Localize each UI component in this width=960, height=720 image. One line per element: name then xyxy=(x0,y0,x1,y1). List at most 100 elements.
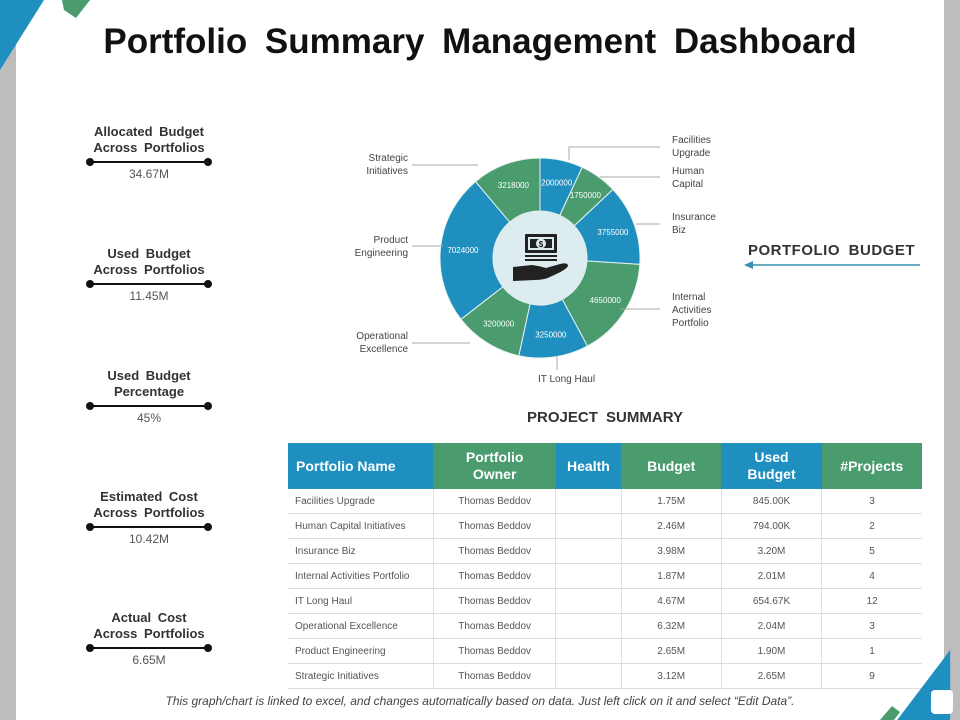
kpi-label: Actual Cost Across Portfolios xyxy=(93,610,205,641)
kpi-label: Estimated Cost Across Portfolios xyxy=(93,489,205,520)
table-cell: 6.32M xyxy=(621,613,722,639)
kpi-value: 6.65M xyxy=(132,653,166,667)
table-row[interactable]: Human Capital Initiatives Thomas Beddov 2.… xyxy=(288,513,922,539)
kpi-divider xyxy=(86,280,212,288)
slice-value-label: 1750000 xyxy=(570,191,602,200)
table-cell: Thomas Beddov xyxy=(433,588,557,614)
table-cell: Thomas Beddov xyxy=(433,563,557,589)
table-cell: Thomas Beddov xyxy=(433,613,557,639)
table-cell: Thomas Beddov xyxy=(433,638,557,664)
table-row[interactable]: Facilities Upgrade Thomas Beddov 1.75M 845.… xyxy=(288,489,922,514)
table-cell: Facilities Upgrade xyxy=(288,489,434,514)
table-cell: Thomas Beddov xyxy=(433,538,557,564)
col-header-used-budget[interactable]: Used Budget xyxy=(721,443,822,489)
table-cell: 4 xyxy=(821,563,922,589)
col-header-portfolio-owner[interactable]: Portfolio Owner xyxy=(433,443,556,489)
table-cell xyxy=(555,613,622,639)
kpi-used-budget: Used Budget Across Portfolios 11.45M xyxy=(86,246,212,303)
left-frame-border xyxy=(0,0,16,720)
page-title: Portfolio Summary Management Dashboard xyxy=(103,22,857,61)
slice-value-label: 3250000 xyxy=(535,331,567,340)
corner-decoration-top-left xyxy=(0,0,90,70)
table-row[interactable]: Strategic Initiatives Thomas Beddov 3.12M 2… xyxy=(288,663,922,689)
table-cell: 2.04M xyxy=(721,613,823,639)
table-cell: 1.75M xyxy=(621,489,722,514)
table-cell xyxy=(555,538,622,564)
table-cell: 3 xyxy=(821,489,922,514)
table-row[interactable]: Operational Excellence Thomas Beddov 6.32M… xyxy=(288,613,922,639)
col-header-projects[interactable]: #Projects xyxy=(821,443,922,489)
table-cell: 2.01M xyxy=(721,563,823,589)
table-row[interactable]: Internal Activities Portfolio Thomas Bedd… xyxy=(288,563,922,589)
table-cell: 1 xyxy=(821,638,922,664)
table-cell: Human Capital Initiatives xyxy=(288,513,434,539)
kpi-value: 45% xyxy=(136,411,162,425)
slice-value-label: 3200000 xyxy=(483,320,515,329)
table-row[interactable]: IT Long Haul Thomas Beddov 4.67M 654.67K 12 xyxy=(288,588,922,614)
pie-label-insurance-biz: Insurance Biz xyxy=(672,212,716,236)
donut-center xyxy=(493,211,587,305)
table-cell: 3.98M xyxy=(621,538,722,564)
portfolio-budget-title: PORTFOLIO BUDGET xyxy=(748,242,915,259)
portfolio-budget-donut-chart[interactable]: 2000000 1750000 3755000 4650000 3250000 32000… xyxy=(0,0,960,400)
kpi-estimated-cost: Estimated Cost Across Portfolios 10.42M xyxy=(86,489,212,546)
pie-label-internal-activities: Internal Activities Portfolio xyxy=(672,292,712,329)
table-cell xyxy=(555,513,622,539)
table-cell xyxy=(555,563,622,589)
table-header-row: Portfolio Name Portfolio Owner Health Bud… xyxy=(288,443,922,489)
table-cell: Insurance Biz xyxy=(288,538,434,564)
table-cell xyxy=(555,588,622,614)
table-cell: 5 xyxy=(821,538,922,564)
table-cell: 12 xyxy=(821,588,922,614)
table-cell: 654.67K xyxy=(721,588,823,614)
table-cell: 2.46M xyxy=(621,513,722,539)
footnote: This graph/chart is linked to excel, and… xyxy=(165,694,795,708)
pie-label-product-engineering: Product Engineering xyxy=(354,235,408,259)
pie-label-facilities-upgrade: Facilities Upgrade xyxy=(672,135,711,159)
kpi-allocated-budget: Allocated Budget Across Portfolios 34.67M xyxy=(86,124,212,181)
kpi-divider xyxy=(86,523,212,531)
kpi-label: Used Budget Across Portfolios xyxy=(93,246,205,277)
kpi-divider xyxy=(86,158,212,166)
table-row[interactable]: Product Engineering Thomas Beddov 2.65M 1.9… xyxy=(288,638,922,664)
svg-text:$: $ xyxy=(539,240,544,249)
kpi-used-budget-percentage: Used Budget Percentage 45% xyxy=(86,368,212,425)
slice-value-label: 3755000 xyxy=(597,228,629,237)
col-header-health[interactable]: Health xyxy=(555,443,622,489)
table-cell: 1.90M xyxy=(721,638,823,664)
kpi-label: Used Budget Percentage xyxy=(107,368,191,399)
table-cell: Product Engineering xyxy=(288,638,434,664)
pie-label-operational-excellence: Operational Excellence xyxy=(356,331,408,355)
kpi-label: Allocated Budget Across Portfolios xyxy=(93,124,205,155)
table-cell: 845.00K xyxy=(721,489,823,514)
table-cell: Thomas Beddov xyxy=(433,513,557,539)
kpi-actual-cost: Actual Cost Across Portfolios 6.65M xyxy=(86,610,212,667)
slide-action-button[interactable] xyxy=(931,690,953,714)
table-cell xyxy=(555,638,622,664)
table-cell: 9 xyxy=(821,663,922,689)
project-summary-title: PROJECT SUMMARY xyxy=(527,409,683,426)
slice-value-label: 3218000 xyxy=(498,181,530,190)
leader-lines xyxy=(412,146,660,370)
table-cell: Thomas Beddov xyxy=(433,663,557,689)
pie-label-strategic-initiatives: Strategic Initiatives xyxy=(366,153,408,177)
col-header-portfolio-name[interactable]: Portfolio Name xyxy=(288,443,434,489)
table-row[interactable]: Insurance Biz Thomas Beddov 3.98M 3.20M 5 xyxy=(288,538,922,564)
kpi-value: 10.42M xyxy=(128,532,170,546)
slice-value-labels: 2000000 1750000 3755000 4650000 3250000 32000… xyxy=(447,178,629,339)
slice-value-label: 2000000 xyxy=(541,178,573,187)
right-frame-border xyxy=(944,0,960,720)
table-cell: 2 xyxy=(821,513,922,539)
table-cell xyxy=(555,663,622,689)
project-summary-table: Portfolio Name Portfolio Owner Health Bud… xyxy=(288,443,922,689)
table-cell: 794.00K xyxy=(721,513,823,539)
slice-value-label: 7024000 xyxy=(447,246,479,255)
table-cell: Strategic Initiatives xyxy=(288,663,434,689)
table-cell: 3 xyxy=(821,613,922,639)
table-cell: 2.65M xyxy=(621,638,722,664)
table-cell: Operational Excellence xyxy=(288,613,434,639)
donut-slices[interactable] xyxy=(439,157,641,359)
pie-label-human-capital: Human Capital xyxy=(672,166,705,190)
col-header-budget[interactable]: Budget xyxy=(621,443,722,489)
table-cell: Thomas Beddov xyxy=(433,489,557,514)
